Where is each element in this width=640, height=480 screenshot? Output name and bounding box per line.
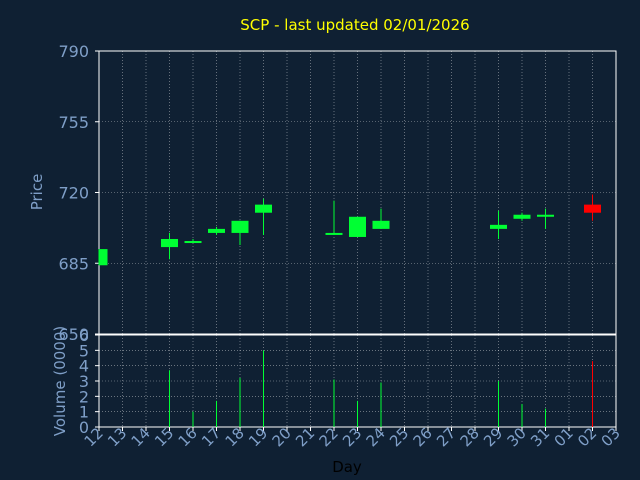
x-tick-label: 29	[480, 424, 506, 450]
candle-body	[372, 220, 390, 229]
x-tick-label: 24	[363, 424, 389, 450]
price-panel-frame	[98, 50, 617, 335]
x-tick-label: 21	[292, 424, 318, 450]
volume-tick-label: 2	[79, 387, 89, 406]
x-tick-label: 27	[433, 424, 459, 450]
price-tick-label: 685	[58, 254, 89, 273]
x-tick-label: 22	[316, 424, 342, 450]
candle-body	[255, 204, 272, 213]
volume-tick-label: 3	[79, 372, 89, 391]
x-tick-label: 01	[551, 424, 577, 450]
candle-body	[161, 238, 178, 248]
y-axis-label: Price	[28, 174, 46, 211]
volume-tick-label: 5	[79, 341, 89, 360]
x-tick-label: 15	[151, 424, 177, 450]
x-tick-label: 25	[386, 424, 412, 450]
x-tick-label: 14	[128, 424, 154, 450]
x-tick-label: 20	[269, 424, 295, 450]
volume-tick-label: 0	[79, 418, 89, 437]
candle-body	[513, 214, 531, 219]
x-tick-label: 02	[574, 424, 600, 450]
x-tick-label: 31	[527, 424, 553, 450]
price-tick-label: 650	[58, 325, 89, 344]
candle-body	[325, 232, 343, 235]
candle-body	[349, 216, 366, 237]
candle-body	[584, 204, 601, 213]
x-tick-label: 13	[104, 424, 130, 450]
price-tick-label: 790	[58, 42, 89, 61]
x-axis-label: Day	[332, 458, 362, 476]
x-tick-label: 26	[410, 424, 436, 450]
x-tick-label: 19	[245, 424, 271, 450]
x-tick-label: 16	[175, 424, 201, 450]
x-tick-label: 23	[339, 424, 365, 450]
x-tick-label: 18	[222, 424, 248, 450]
x-tick-label: 03	[598, 424, 624, 450]
x-tick-label: 28	[457, 424, 483, 450]
volume-tick-label: 1	[79, 403, 89, 422]
candle-body	[184, 241, 202, 244]
candle-body	[99, 249, 108, 266]
chart-title: SCP - last updated 02/01/2026	[240, 16, 469, 34]
volume-tick-label: 4	[79, 357, 89, 376]
x-tick-label: 17	[198, 424, 224, 450]
candle-body	[537, 214, 554, 217]
volume-tick-label: 6	[79, 326, 89, 345]
candle-body	[231, 220, 249, 233]
x-tick-label: 30	[504, 424, 530, 450]
volume-axis-label: Volume (0000)	[51, 326, 69, 436]
price-tick-label: 755	[58, 113, 89, 132]
plot-layer: 6506857207557900123456121314151617181920…	[58, 42, 623, 450]
candle-body	[208, 228, 225, 233]
price-tick-label: 720	[58, 184, 89, 203]
candle-body	[490, 224, 507, 229]
